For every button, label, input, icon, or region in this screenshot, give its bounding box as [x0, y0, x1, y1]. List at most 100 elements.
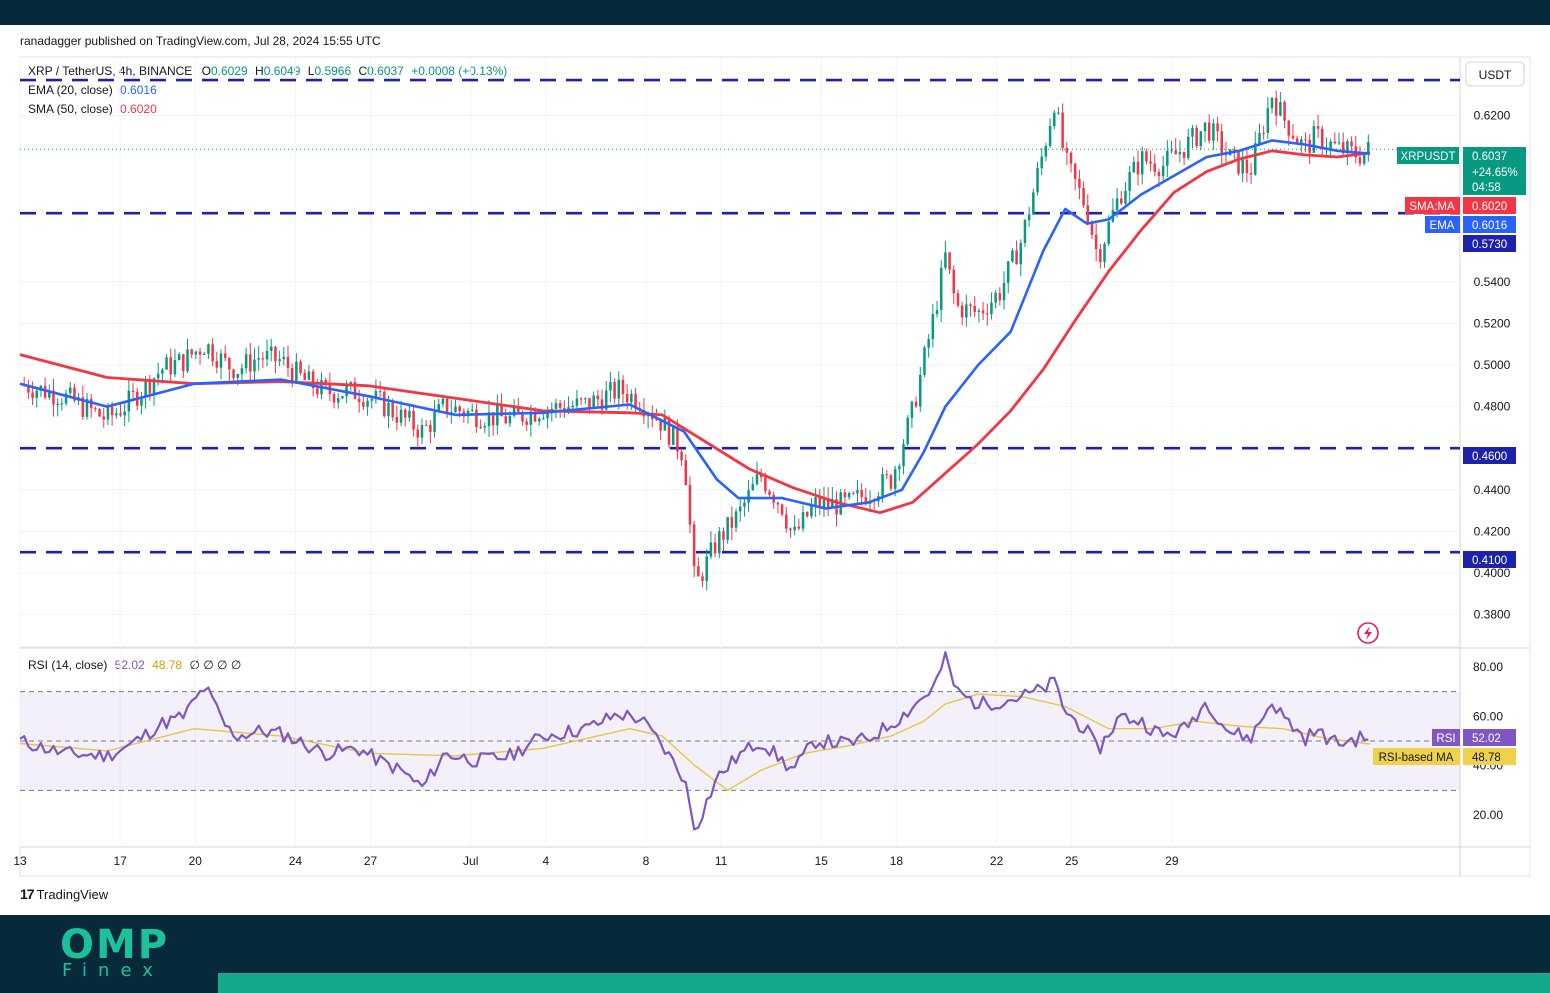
candle-body [730, 517, 734, 528]
candle-body [1090, 222, 1094, 235]
rsi-legend[interactable]: RSI (14, close) 52.02 48.78 ∅ ∅ ∅ ∅ [28, 658, 241, 672]
symbol-legend[interactable]: XRP / TetherUS, 4h, BINANCE O0.6029 H0.6… [28, 64, 507, 78]
time-tick-label: 17 [113, 854, 127, 868]
candle-body [433, 411, 436, 432]
candle-body [479, 427, 482, 429]
candle-body [353, 382, 357, 399]
candle-body [1362, 152, 1366, 164]
candle-body [261, 358, 265, 360]
candle-body [1337, 142, 1341, 144]
candle-body [1065, 147, 1069, 153]
candle-body [843, 492, 847, 498]
time-tick-label: 27 [364, 854, 378, 868]
candle-body [110, 407, 114, 416]
candle-body [617, 379, 621, 399]
candle-body [429, 424, 432, 432]
candle-body [793, 526, 796, 531]
candle-body [998, 293, 1002, 301]
change-value: +0.0008 (+0.13%) [411, 64, 508, 78]
lightning-icon[interactable] [1357, 622, 1379, 644]
candle-body [1321, 128, 1324, 149]
candle-body [408, 411, 411, 418]
candle-body [1300, 139, 1303, 143]
price-tick-label: 0.5400 [1474, 275, 1511, 289]
rsi-legend-value: 52.02 [114, 658, 145, 672]
candle-body [517, 406, 520, 412]
candle-body [182, 354, 185, 372]
candle-body [600, 399, 604, 410]
time-tick-label: 22 [990, 854, 1004, 868]
candle-body [956, 293, 960, 306]
candle-body [1157, 171, 1161, 177]
ema-legend[interactable]: EMA (20, close) 0.6016 [28, 83, 157, 97]
candle-body [496, 405, 499, 426]
candle-body [1011, 250, 1014, 262]
candle-body [165, 357, 168, 370]
low-value: 0.5966 [314, 64, 352, 78]
rsi-legend-label: RSI (14, close) [28, 658, 108, 672]
candle-body [1036, 168, 1039, 193]
candle-body [1128, 172, 1131, 191]
level-tag-low [1463, 551, 1516, 568]
candle-body [960, 305, 964, 318]
candle-body [194, 351, 198, 355]
candle-body [718, 531, 721, 554]
candle-body [604, 390, 608, 410]
candle-body [923, 347, 926, 375]
candle-body [236, 374, 239, 378]
candle-body [1329, 141, 1332, 149]
time-tick-label: 13 [13, 854, 27, 868]
candle-body [140, 396, 143, 406]
time-tick-label: 20 [189, 854, 203, 868]
axes: 0.6200 0.5400 0.5200 0.5000 0.4800 0.4400 0.42… [13, 108, 1510, 868]
candle-body [1044, 145, 1048, 157]
candle-body [1216, 123, 1219, 132]
candle-body [1145, 151, 1148, 162]
rsi-tag-value: 52.02 [1472, 733, 1501, 745]
ema-legend-label: EMA (20, close) [28, 83, 113, 97]
last-price-tag [1463, 147, 1526, 195]
candle-body [743, 502, 746, 507]
candle-body [521, 411, 524, 422]
candle-body [115, 413, 118, 416]
rsi-line [19, 651, 1369, 831]
candle-body [554, 403, 558, 409]
candle-body [483, 426, 487, 428]
candle-body [1287, 120, 1291, 136]
chart-panel [0, 25, 1550, 915]
candle-body [152, 378, 156, 394]
time-tick-label: Jul [463, 854, 478, 868]
sma-tag-name: SMA:MA [1409, 201, 1455, 213]
price-tick-label: 0.6200 [1474, 108, 1511, 122]
candle-body [219, 353, 223, 368]
candle-body [747, 490, 750, 503]
candle-body [374, 391, 378, 400]
candle-body [215, 361, 219, 368]
candle-body [713, 542, 717, 554]
candle-body [948, 252, 951, 270]
candle-body [592, 395, 595, 409]
candle-body [173, 360, 177, 375]
candle-body [893, 469, 897, 489]
candle-body [1015, 250, 1018, 265]
candle-body [395, 416, 399, 423]
tradingview-logo[interactable]: 17 TradingView [20, 886, 108, 902]
rsi-tag-name: RSI [1436, 733, 1455, 745]
candle-body [240, 368, 244, 375]
candle-body [542, 418, 545, 420]
candle-body [307, 371, 311, 380]
candle-body [161, 369, 164, 374]
currency-badge[interactable] [1465, 61, 1525, 87]
last-price-value: 0.6037 [1472, 151, 1507, 163]
rsi-tick-label: 60.00 [1473, 709, 1503, 723]
candle-body [1295, 138, 1299, 143]
candle-body [1220, 131, 1224, 154]
time-tick-label: 29 [1165, 854, 1179, 868]
sma-legend[interactable]: SMA (50, close) 0.6020 [28, 102, 157, 116]
candle-body [944, 252, 947, 268]
candle-body [1258, 132, 1261, 144]
candle-body [52, 390, 55, 405]
candle-body [1006, 261, 1010, 283]
rsi-pane [19, 651, 1460, 831]
candle-body [1149, 161, 1152, 164]
